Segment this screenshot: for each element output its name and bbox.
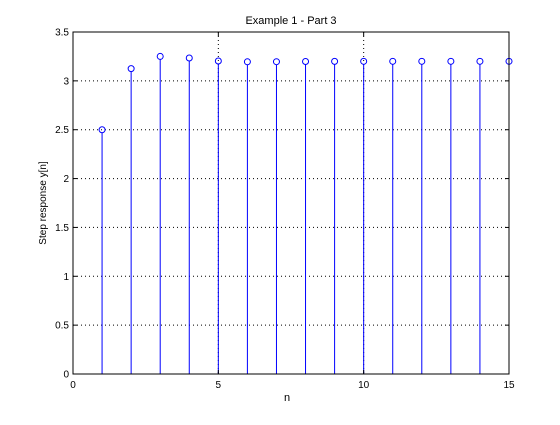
stem-marker <box>272 58 280 66</box>
y-axis-label: Step response y[n] <box>38 161 49 245</box>
x-tick-label: 5 <box>216 380 222 391</box>
axes-box <box>72 31 510 375</box>
stem-marker <box>98 126 106 134</box>
stem-marker <box>127 65 135 73</box>
y-tick-labels: 0 0.5 1 1.5 2 2.5 3 3.5 <box>55 28 69 381</box>
y-tick-label: 0 <box>63 370 69 381</box>
x-axis-label: n <box>284 392 290 404</box>
stem-marker <box>331 57 339 65</box>
y-tick-label: 2 <box>63 174 69 185</box>
stem-marker <box>418 57 426 65</box>
x-tick-labels: 0 5 10 15 <box>70 380 515 391</box>
stem-marker <box>389 57 397 65</box>
ticks <box>72 31 510 375</box>
stem-marker <box>243 58 251 66</box>
stem-marker <box>302 58 310 66</box>
y-tick-label: 1 <box>63 272 69 283</box>
chart-title: Example 1 - Part 3 <box>245 15 336 27</box>
stem-marker <box>476 57 484 65</box>
stem-marker <box>156 52 164 60</box>
y-tick-label: 3.5 <box>55 28 69 39</box>
stems <box>98 52 513 374</box>
x-tick-label: 0 <box>70 380 76 391</box>
y-tick-label: 2.5 <box>55 125 69 136</box>
stem-marker <box>214 57 222 65</box>
stem-marker <box>185 54 193 62</box>
plot-area <box>73 32 509 374</box>
y-tick-label: 0.5 <box>55 321 69 332</box>
y-tick-label: 1.5 <box>55 223 69 234</box>
stem-marker <box>447 57 455 65</box>
y-tick-label: 3 <box>63 76 69 87</box>
x-tick-label: 15 <box>503 380 515 391</box>
stem-marker <box>360 57 368 65</box>
x-tick-label: 10 <box>358 380 370 391</box>
